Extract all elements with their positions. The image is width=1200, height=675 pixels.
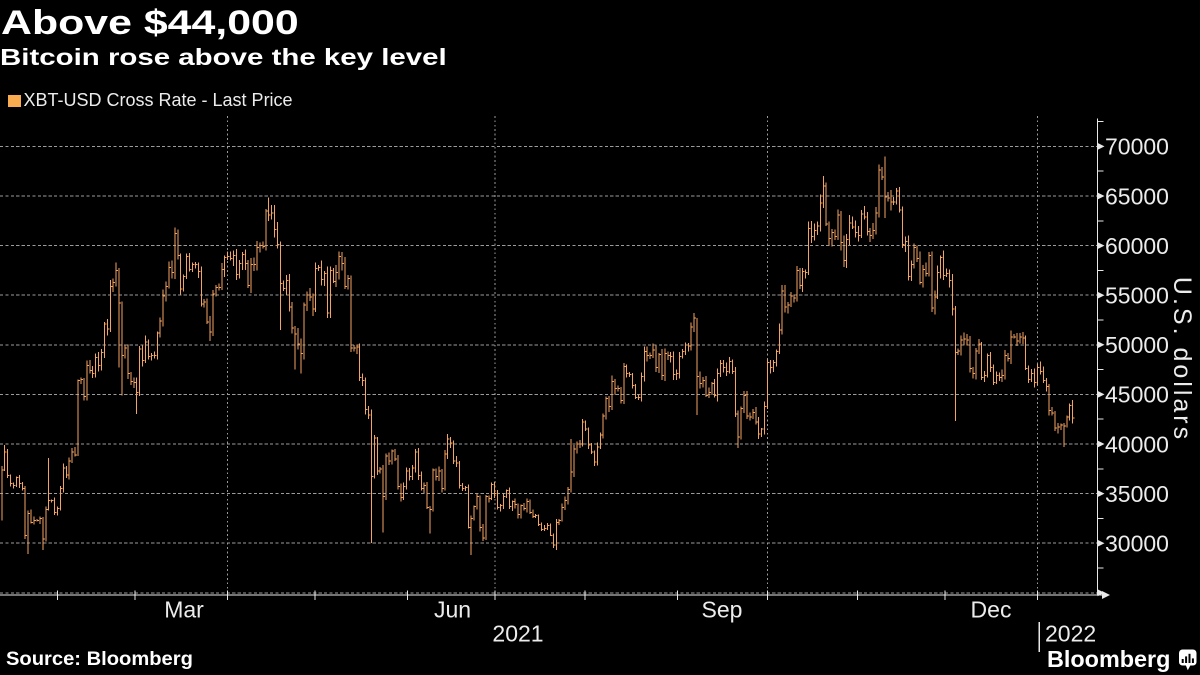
- svg-text:30000: 30000: [1105, 531, 1169, 557]
- svg-text:45000: 45000: [1105, 382, 1169, 408]
- svg-text:Jun: Jun: [434, 597, 471, 623]
- svg-text:Sep: Sep: [702, 597, 743, 623]
- svg-text:55000: 55000: [1105, 283, 1169, 309]
- svg-text:2022: 2022: [1045, 621, 1096, 647]
- svg-text:70000: 70000: [1105, 134, 1169, 160]
- svg-text:40000: 40000: [1105, 431, 1169, 457]
- svg-text:U.S. dollars: U.S. dollars: [1168, 277, 1196, 442]
- svg-text:60000: 60000: [1105, 233, 1169, 259]
- svg-text:35000: 35000: [1105, 481, 1169, 507]
- svg-text:65000: 65000: [1105, 183, 1169, 209]
- svg-text:50000: 50000: [1105, 332, 1169, 358]
- svg-text:Mar: Mar: [164, 597, 204, 623]
- svg-text:Dec: Dec: [971, 597, 1012, 623]
- svg-text:2021: 2021: [492, 621, 543, 647]
